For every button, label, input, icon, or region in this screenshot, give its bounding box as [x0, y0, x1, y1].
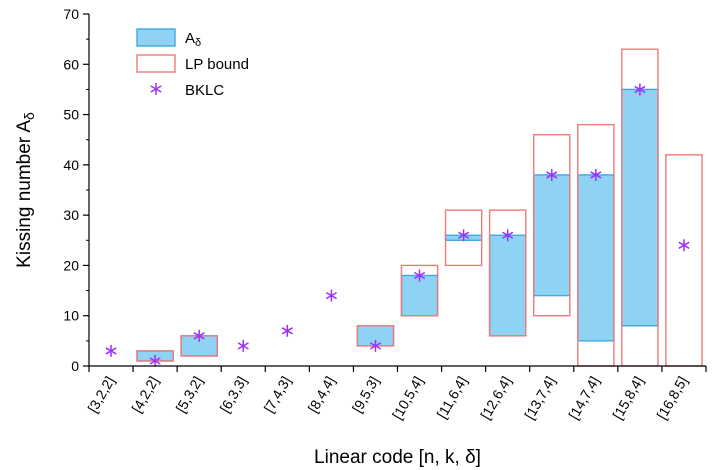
- x-tick-label: [7,4,3]: [261, 374, 294, 416]
- legend-lp-bound-swatch: [136, 54, 176, 73]
- y-tick-label: 40: [63, 157, 79, 173]
- x-axis-title: Linear code [n, k, δ]: [314, 447, 481, 468]
- x-tick-label: [15,8,4]: [609, 374, 646, 422]
- bklc-marker: [546, 168, 558, 181]
- a-delta-bar: [488, 234, 527, 337]
- x-tick-label: [5,3,2]: [172, 374, 205, 416]
- y-tick-label: 10: [63, 308, 79, 324]
- bklc-marker: [369, 339, 382, 352]
- y-axis-title: Kissing number Aδ: [14, 112, 37, 268]
- lp-bound-bar: [400, 264, 439, 317]
- lp-bound-bar: [488, 209, 527, 337]
- x-tick-label: [12,6,4]: [477, 374, 514, 422]
- legend-lp-bound-label: LP bound: [185, 56, 249, 73]
- legend-bklc-label: BKLC: [185, 82, 224, 99]
- bklc-marker: [325, 289, 337, 302]
- x-tick-label: [14,7,4]: [565, 374, 602, 422]
- a-delta-bar: [621, 88, 659, 327]
- lp-bound-bar: [665, 154, 703, 367]
- x-tick-label: [4,2,2]: [128, 374, 161, 416]
- y-tick-label: 20: [63, 257, 79, 273]
- x-tick-label: [13,7,4]: [521, 374, 558, 422]
- y-tick-label: 60: [63, 56, 79, 72]
- a-delta-bar: [400, 274, 439, 317]
- x-tick-label: [16,8,5]: [653, 374, 690, 422]
- bklc-marker: [149, 354, 161, 367]
- bklc-marker: [634, 83, 646, 96]
- y-tick-label: 0: [71, 358, 79, 374]
- legend-a-delta-label: Aδ: [185, 30, 201, 49]
- y-tick-label: 70: [63, 6, 79, 22]
- legend: Aδ LP bound BKLC: [136, 28, 249, 99]
- bklc-marker: [590, 168, 602, 181]
- plot-area: [105, 48, 703, 367]
- x-tick-label: [6,3,3]: [217, 374, 250, 416]
- bklc-marker: [458, 229, 470, 242]
- lp-bound-bar: [444, 209, 483, 267]
- bklc-marker: [105, 344, 117, 357]
- x-tick-label: [9,5,3]: [349, 374, 382, 416]
- x-tick-label: [10,5,4]: [389, 374, 426, 422]
- a-delta-bar: [532, 174, 571, 297]
- bklc-marker: [502, 229, 514, 242]
- x-tick-label: [11,6,4]: [434, 374, 471, 422]
- bklc-marker: [237, 339, 249, 352]
- bklc-marker: [678, 239, 690, 252]
- lp-bound-bar: [532, 133, 571, 317]
- a-delta-bar: [577, 174, 615, 342]
- legend-a-delta-swatch: [136, 28, 176, 47]
- bklc-marker: [193, 329, 205, 342]
- y-tick-label: 50: [63, 107, 79, 123]
- bklc-marker: [413, 269, 426, 282]
- x-tick-label: [3,2,2]: [84, 374, 117, 416]
- x-tick-label: [8,4,4]: [305, 374, 338, 416]
- legend-bklc-marker: [150, 83, 162, 95]
- y-tick-label: 30: [63, 207, 79, 223]
- bklc-marker: [281, 324, 293, 337]
